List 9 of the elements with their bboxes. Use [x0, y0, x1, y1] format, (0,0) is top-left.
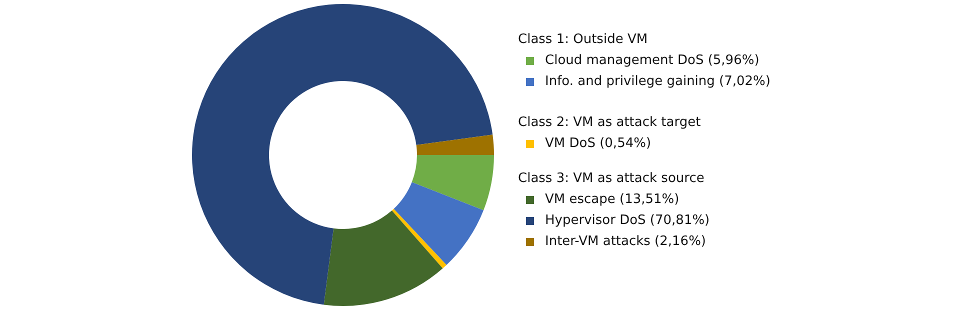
text: Class 2: VM as attack target [518, 115, 702, 130]
legend-label: VM DoS (0,54%) [545, 136, 652, 151]
text: Class 3: VM as attack source [518, 171, 706, 186]
legend-label: Cloud management DoS (5,96%) [545, 53, 760, 68]
legend-label: Hypervisor DoS (70,81%) [545, 213, 710, 228]
legend-label: VM escape (13,51%) [545, 192, 680, 207]
text: Class 1: Outside VM [518, 32, 649, 47]
legend-label: Info. and privilege gaining (7,02%) [545, 74, 770, 89]
legend-label: Inter-VM attacks (2,16%) [545, 234, 706, 249]
